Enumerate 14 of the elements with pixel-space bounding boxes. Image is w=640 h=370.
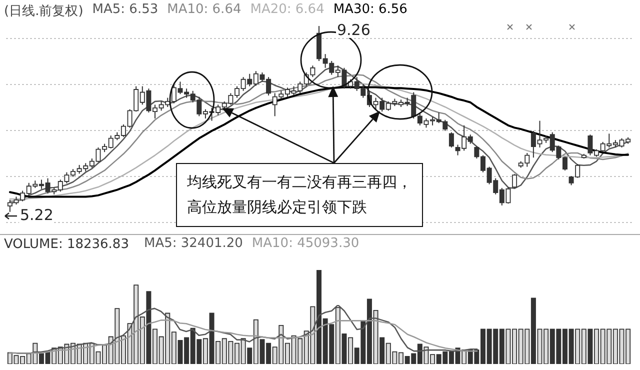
annotation: 高位放量阴线必定引领下跌 xyxy=(187,197,368,218)
chart-title: (日线.前复权) xyxy=(4,3,84,20)
annotation: 均线死叉有一有二没有再三再四， xyxy=(187,172,412,193)
text: MA5: 32401.20 xyxy=(144,236,243,251)
annotation: 5.22 xyxy=(19,206,54,224)
text: MA10: 45093.30 xyxy=(252,236,360,251)
candlestick xyxy=(448,132,454,148)
text: MA20: 6.64 xyxy=(250,2,324,19)
text: MA5: 6.53 xyxy=(92,2,158,19)
text: MA10: 6.64 xyxy=(167,2,242,19)
text: MA30: 6.56 xyxy=(333,2,408,19)
candlestick xyxy=(512,174,518,188)
text: VOLUME: 18236.83 xyxy=(4,237,129,252)
annotation: 9.26 xyxy=(336,21,372,39)
